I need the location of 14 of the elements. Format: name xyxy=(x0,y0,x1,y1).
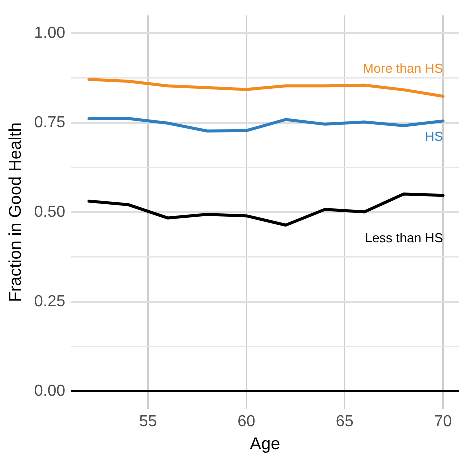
x-axis-title: Age xyxy=(250,434,280,454)
x-tick-label: 70 xyxy=(434,413,452,430)
x-tick-label: 55 xyxy=(139,413,158,430)
y-tick-label: 0.25 xyxy=(34,293,66,310)
x-tick-label: 65 xyxy=(336,413,354,430)
y-tick-label: 0.75 xyxy=(34,114,66,132)
series-label: HS xyxy=(425,128,444,144)
y-axis-title: Fraction in Good Health xyxy=(6,122,25,302)
x-tick-label: 60 xyxy=(238,413,256,430)
series-label: Less than HS xyxy=(365,230,444,246)
y-tick-label: 1.00 xyxy=(34,24,66,42)
y-tick-label: 0.50 xyxy=(34,204,66,221)
series-label: More than HS xyxy=(363,61,444,76)
y-tick-label: 0.00 xyxy=(34,382,66,400)
